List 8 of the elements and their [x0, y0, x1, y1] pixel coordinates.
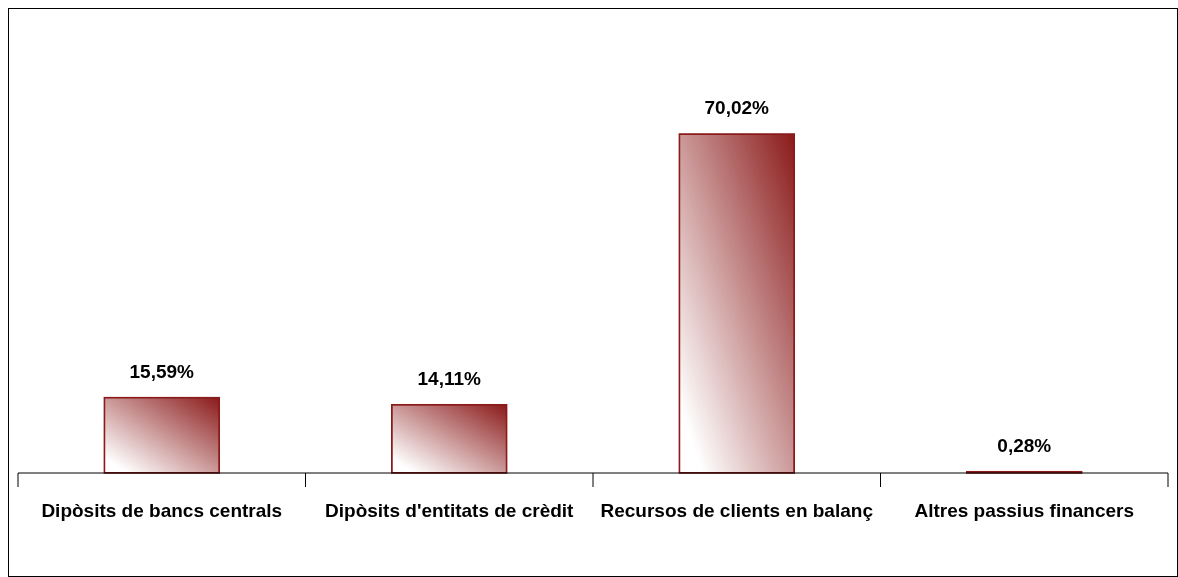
x-tick-label: Altres passius financers	[914, 500, 1135, 521]
x-tick-label: Recursos de clients en balanç	[600, 500, 874, 521]
x-tick-label: Dipòsits d'entitats de crèdit	[325, 500, 575, 521]
data-label: 70,02%	[704, 97, 770, 118]
x-tick-label: Dipòsits de bancs centrals	[41, 500, 283, 521]
data-label: 15,59%	[129, 360, 195, 382]
data-label: 0,28%	[997, 434, 1052, 456]
data-label: 14,11%	[417, 367, 482, 389]
